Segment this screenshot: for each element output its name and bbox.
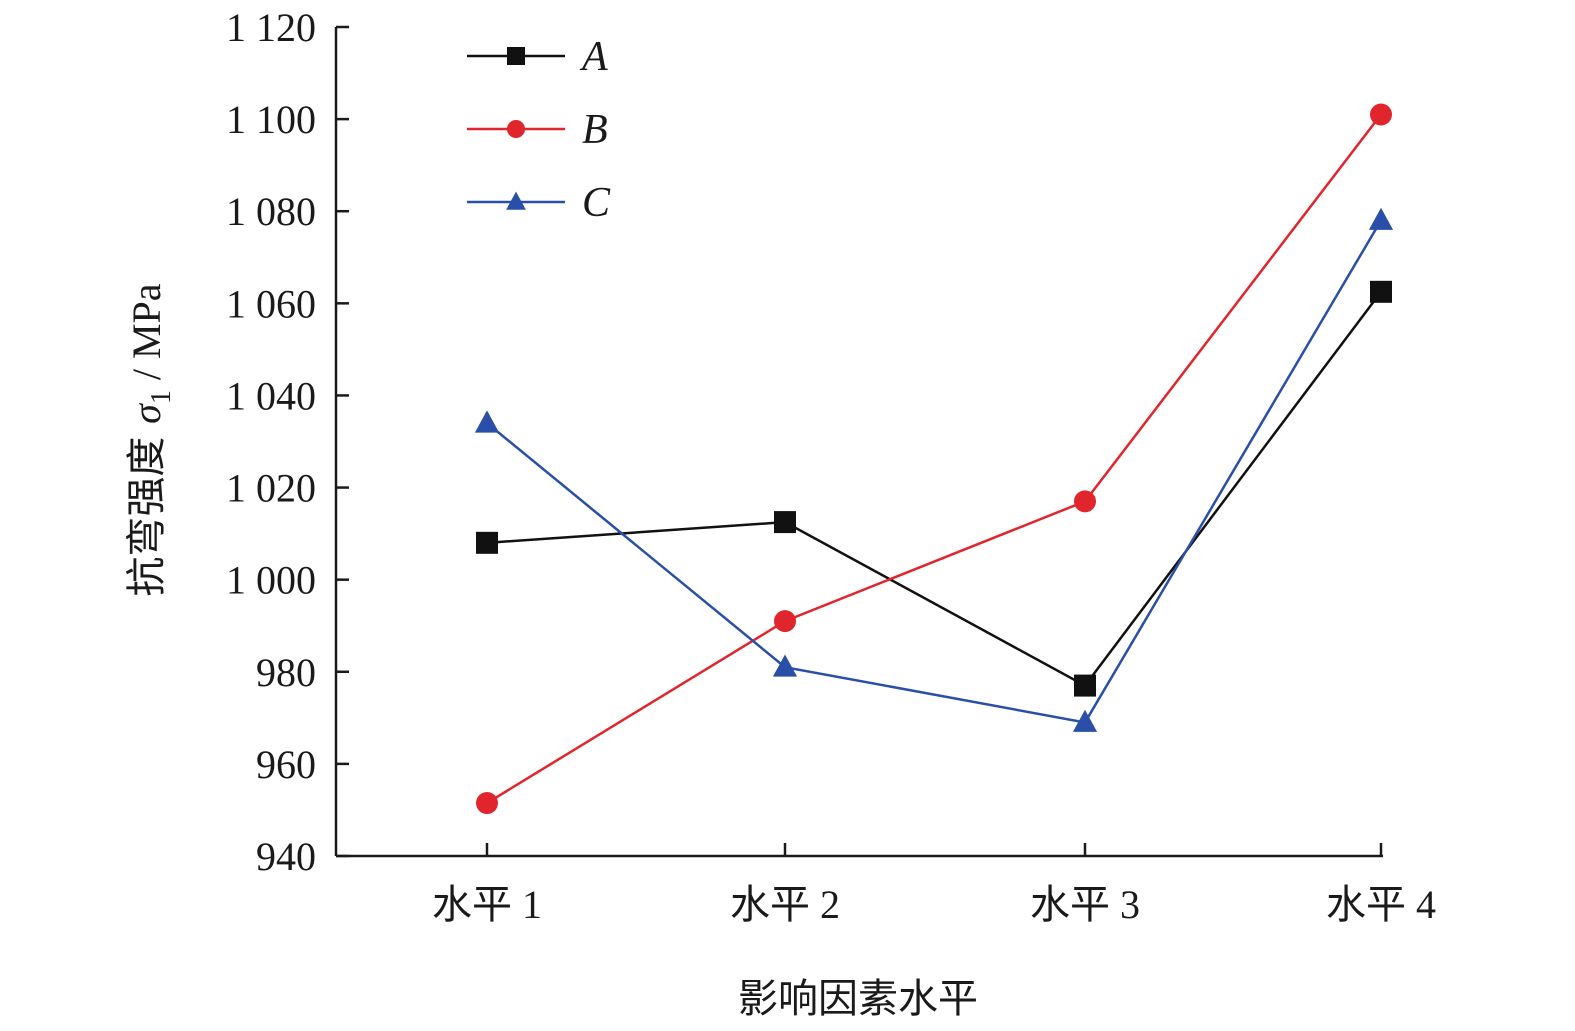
data-point-B (476, 792, 498, 815)
legend-marker (507, 47, 525, 65)
legend-item-B: B (467, 107, 608, 153)
data-point-B (774, 610, 796, 633)
y-axis-title-subscript: 1 (146, 390, 177, 404)
y-tick-label: 1 060 (226, 281, 316, 326)
legend-label: B (582, 107, 608, 153)
legend-label: C (582, 180, 611, 226)
series-B (476, 103, 1392, 815)
legend-item-A: A (467, 34, 608, 80)
series-C (474, 207, 1394, 732)
y-tick-label: 1 000 (226, 558, 316, 603)
data-point-A (774, 511, 796, 534)
data-point-C (1368, 207, 1394, 230)
data-point-A (1370, 280, 1392, 303)
y-tick-label: 1 100 (226, 97, 316, 142)
x-axis-title: 影响因素水平 (738, 976, 978, 1022)
series-line-A (486, 291, 1382, 688)
data-point-C (772, 654, 798, 677)
x-tick-label: 水平 2 (730, 882, 840, 927)
y-tick-label: 980 (256, 650, 316, 695)
y-tick-label: 1 120 (226, 5, 316, 50)
x-ticks: 水平 1 水平 2 水平 3 水平 4 (432, 843, 1436, 927)
x-tick-label: 水平 1 (432, 882, 542, 927)
legend: ABC (467, 34, 611, 226)
data-point-B (1370, 103, 1392, 126)
legend-label: A (579, 34, 608, 80)
series-A (476, 280, 1392, 697)
x-tick-label: 水平 4 (1326, 882, 1436, 927)
y-ticks: 940 960 980 1 000 1 020 1 040 1 060 1 080 1 100 1… (226, 5, 349, 879)
y-axis-title-main: 抗弯强度 (124, 424, 170, 597)
axes (334, 27, 1383, 858)
data-point-B (1074, 490, 1096, 513)
y-axis-title-unit: / MPa (124, 283, 169, 390)
data-point-A (476, 531, 498, 554)
y-tick-label: 1 080 (226, 189, 316, 234)
series-line-B (486, 113, 1382, 805)
y-axis-title: 抗弯强度 σ1 / MPa (124, 283, 177, 596)
y-tick-label: 940 (256, 834, 316, 879)
x-tick-label: 水平 3 (1030, 882, 1140, 927)
data-point-C (474, 410, 500, 433)
y-tick-label: 1 020 (226, 466, 316, 511)
y-tick-label: 1 040 (226, 373, 316, 418)
series-layer (474, 103, 1394, 815)
y-tick-label: 960 (256, 742, 316, 787)
legend-marker (507, 120, 525, 138)
y-axis-title-symbol: σ (124, 403, 169, 424)
legend-item-C: C (467, 180, 611, 226)
data-point-A (1074, 674, 1096, 697)
data-point-C (1072, 709, 1098, 732)
series-line-C (486, 219, 1383, 724)
legend-marker (506, 191, 526, 210)
